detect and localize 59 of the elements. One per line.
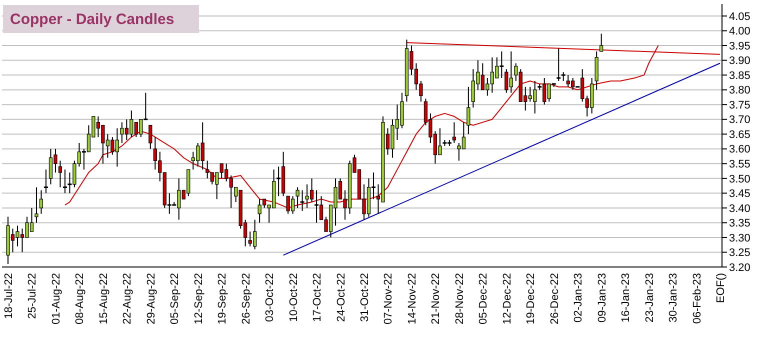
y-tick-label: 3.60 xyxy=(729,144,750,156)
x-tick-label: 09-Jan-23 xyxy=(596,273,608,323)
y-tick-label: 3.25 xyxy=(729,247,750,260)
x-tick-label: 05-Dec-22 xyxy=(478,273,490,324)
x-tick-label: 07-Nov-22 xyxy=(382,273,395,324)
y-tick-label: 3.30 xyxy=(729,232,750,244)
y-tick-label: 4.00 xyxy=(729,26,750,38)
y-tick-label: 3.40 xyxy=(729,202,750,215)
y-tick-label: 3.70 xyxy=(729,114,750,126)
x-tick-label: 19-Sep-22 xyxy=(216,273,229,324)
y-tick-label: 3.90 xyxy=(729,55,750,68)
y-tick-label: 3.80 xyxy=(729,84,750,97)
x-tick-label: 21-Nov-22 xyxy=(430,273,442,324)
candlestick xyxy=(466,86,470,135)
x-tick-label: 14-Nov-22 xyxy=(406,273,418,324)
candlestick xyxy=(39,190,44,214)
x-tick-label: EOF() xyxy=(715,273,727,303)
candlestick xyxy=(34,186,38,224)
x-tick-label: 26-Sep-22 xyxy=(240,273,252,324)
y-tick-label: 3.35 xyxy=(729,218,750,230)
y-tick-label: 3.50 xyxy=(729,173,750,186)
x-tick-label: 06-Feb-23 xyxy=(691,273,704,324)
x-tick-label: 12-Sep-22 xyxy=(192,273,205,324)
y-tick-label: 3.20 xyxy=(729,262,750,274)
x-tick-label: 29-Aug-22 xyxy=(145,273,158,324)
x-tick-label: 28-Nov-22 xyxy=(454,273,466,324)
candlestick xyxy=(58,160,62,188)
x-tick-label: 30-Jan-23 xyxy=(668,273,680,323)
x-tick-label: 12-Dec-22 xyxy=(501,273,514,324)
x-tick-label: 01-Aug-22 xyxy=(50,273,62,324)
x-tick-label: 05-Sep-22 xyxy=(169,273,182,324)
candlestick xyxy=(148,124,152,150)
x-tick-label: 31-Oct-22 xyxy=(359,273,371,322)
x-tick-label: 08-Aug-22 xyxy=(74,273,86,324)
x-tick-label: 23-Jan-23 xyxy=(644,273,656,323)
x-tick-label: 24-Oct-22 xyxy=(335,273,348,322)
x-tick-label: 16-Jan-23 xyxy=(620,273,632,323)
y-tick-label: 4.05 xyxy=(729,10,750,23)
candlestick xyxy=(452,122,456,144)
x-tick-label: 18-Jul-22 xyxy=(3,273,15,319)
y-tick-label: 3.65 xyxy=(729,128,750,141)
x-tick-label: 22-Aug-22 xyxy=(122,273,134,324)
x-tick-label: 17-Oct-22 xyxy=(312,273,324,322)
y-tick-label: 3.55 xyxy=(729,158,750,170)
y-tick-label: 3.85 xyxy=(729,70,750,82)
chart-title: Copper - Daily Candles xyxy=(10,11,174,28)
x-tick-label: 19-Dec-22 xyxy=(525,273,538,324)
x-tick-label: 02-Jan-23 xyxy=(572,273,585,323)
x-tick-label: 15-Aug-22 xyxy=(98,273,110,324)
x-tick-label: 25-Jul-22 xyxy=(26,273,39,319)
x-tick-label: 26-Dec-22 xyxy=(548,273,561,324)
candlestick xyxy=(296,186,300,208)
y-tick-label: 3.95 xyxy=(729,40,750,52)
x-tick-label: 10-Oct-22 xyxy=(288,273,300,322)
y-tick-label: 3.45 xyxy=(729,188,750,200)
candlestick xyxy=(600,33,604,52)
candlestick xyxy=(594,50,598,90)
x-tick-label: 03-Oct-22 xyxy=(264,273,276,322)
y-tick-label: 3.75 xyxy=(729,99,750,112)
